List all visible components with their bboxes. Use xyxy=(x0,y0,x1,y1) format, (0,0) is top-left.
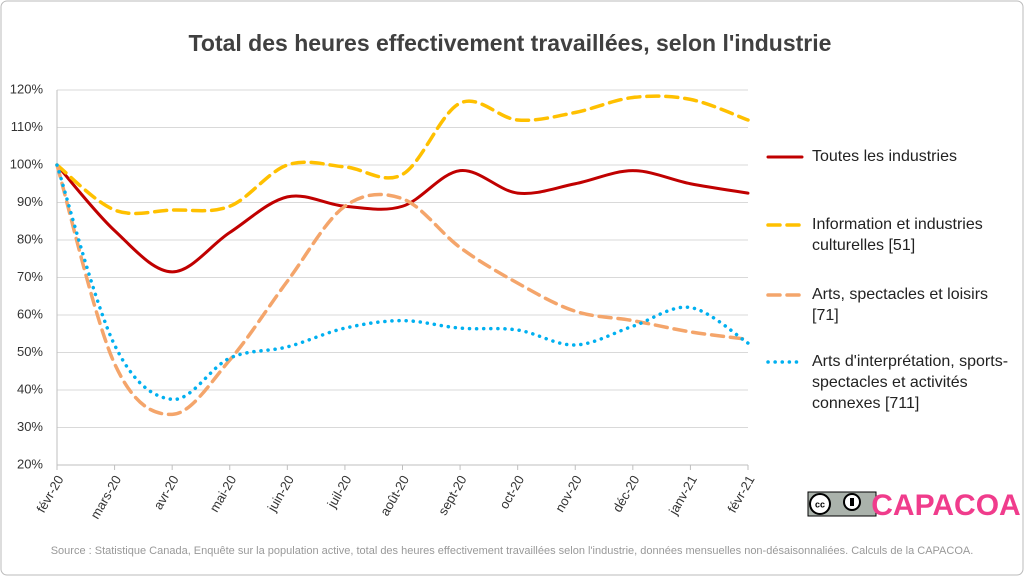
y-tick-label: 20% xyxy=(17,456,43,471)
cc-logo: cc xyxy=(807,491,877,517)
svg-text:cc: cc xyxy=(815,499,825,509)
y-tick-label: 60% xyxy=(17,306,43,321)
logo: CAPACOA xyxy=(871,489,1020,522)
legend-label: Arts d'interprétation, sports-spectacles… xyxy=(812,353,1009,412)
y-tick-label: 120% xyxy=(10,81,44,96)
y-tick-label: 70% xyxy=(17,269,43,284)
y-tick-label: 80% xyxy=(17,231,43,246)
legend-label: Arts, spectacles et loisirs [71] xyxy=(812,286,989,324)
series-line xyxy=(55,163,750,274)
y-tick-label: 100% xyxy=(10,156,44,171)
chart-title: Total des heures effectivement travaillé… xyxy=(189,30,832,56)
series-line xyxy=(55,163,750,417)
y-tick-label: 110% xyxy=(11,119,44,134)
y-tick-label: 30% xyxy=(17,419,43,434)
y-tick-label: 40% xyxy=(17,381,43,396)
series-line xyxy=(55,94,750,216)
series-line xyxy=(55,163,750,402)
legend-label: Toutes les industries xyxy=(812,148,957,165)
source: Source : Statistique Canada, Enquête sur… xyxy=(51,545,974,557)
y-tick-label: 50% xyxy=(17,344,43,359)
y-tick-label: 90% xyxy=(17,194,43,209)
legend-label: Information et industries culturelles [5… xyxy=(812,216,983,254)
